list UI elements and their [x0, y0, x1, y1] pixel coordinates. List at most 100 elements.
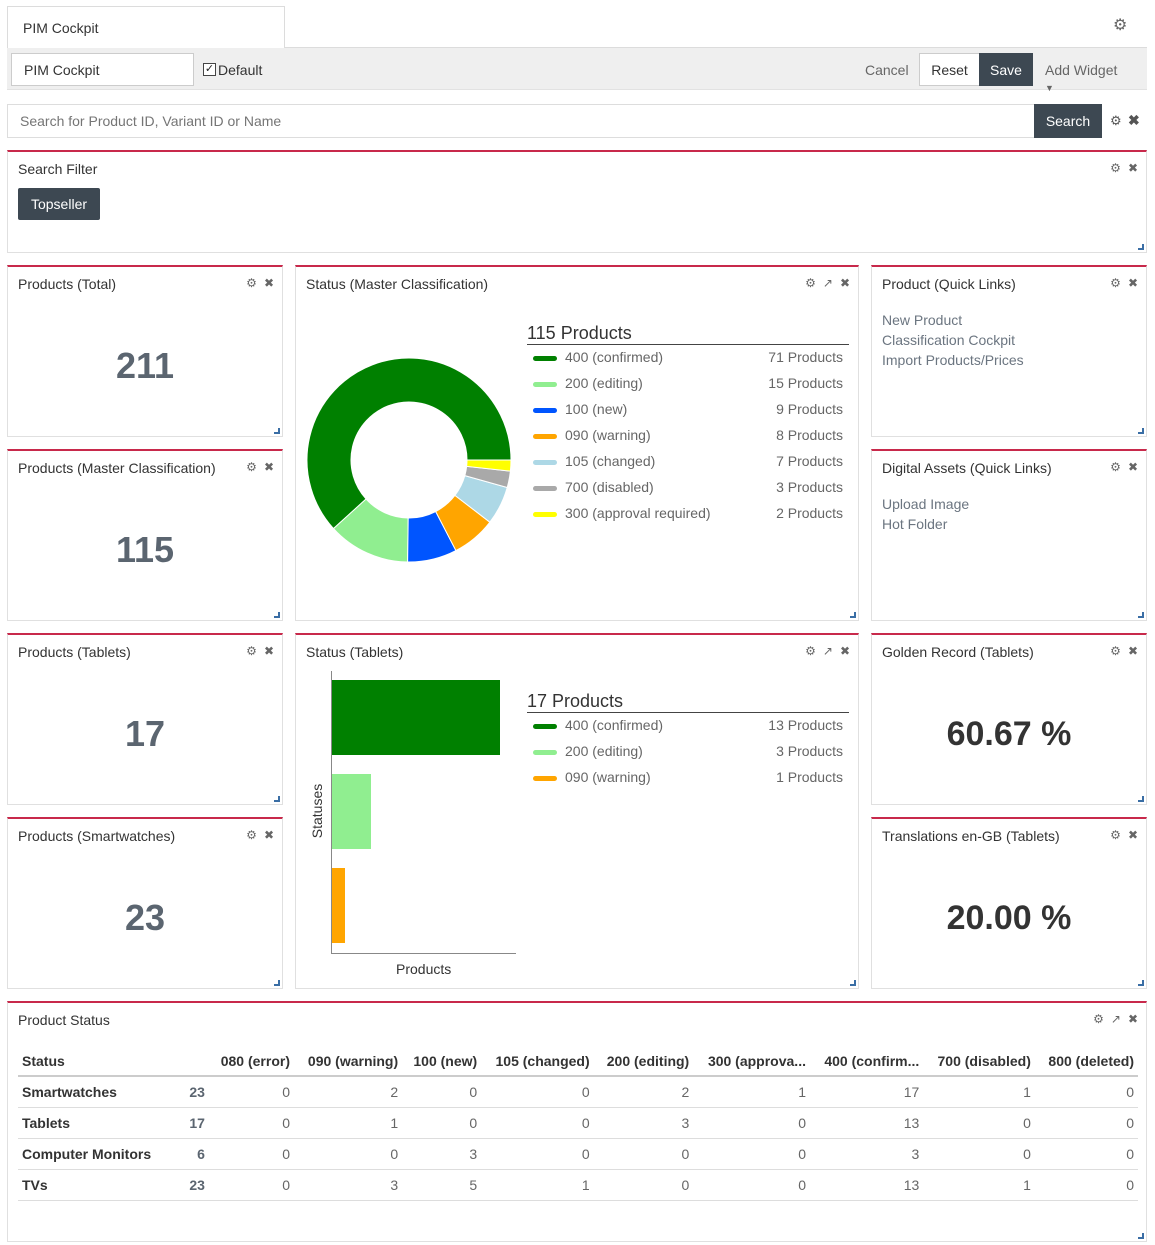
- column-header[interactable]: 200 (editing): [593, 1047, 694, 1077]
- resize-handle[interactable]: [274, 428, 280, 434]
- topseller-filter-button[interactable]: Topseller: [18, 188, 100, 220]
- hot-folder-link[interactable]: Hot Folder: [882, 516, 948, 532]
- resize-handle[interactable]: [274, 980, 280, 986]
- search-input[interactable]: [7, 104, 1036, 138]
- resize-handle[interactable]: [1138, 244, 1144, 250]
- search-button[interactable]: Search: [1034, 104, 1102, 138]
- tab-pim-cockpit[interactable]: PIM Cockpit: [7, 6, 285, 48]
- close-icon[interactable]: ✖: [839, 276, 850, 290]
- resize-handle[interactable]: [1138, 612, 1144, 618]
- resize-handle[interactable]: [274, 612, 280, 618]
- close-icon[interactable]: ✖: [263, 276, 274, 290]
- status-count-cell[interactable]: 0: [402, 1076, 482, 1108]
- column-header[interactable]: 105 (changed): [481, 1047, 594, 1077]
- legend-item[interactable]: 090 (warning) 8 Products: [533, 427, 843, 447]
- cancel-button[interactable]: Cancel: [865, 62, 909, 78]
- row-total-cell[interactable]: 17: [168, 1107, 209, 1139]
- close-icon[interactable]: ✖: [263, 460, 274, 474]
- column-header[interactable]: 300 (approva...: [693, 1047, 810, 1077]
- resize-handle[interactable]: [1138, 796, 1144, 802]
- status-count-cell[interactable]: 0: [923, 1107, 1035, 1139]
- status-count-cell[interactable]: 0: [294, 1138, 403, 1170]
- column-header[interactable]: 800 (deleted): [1034, 1047, 1138, 1077]
- status-count-cell[interactable]: 0: [402, 1107, 482, 1139]
- bar[interactable]: [332, 774, 371, 849]
- classification-cockpit-link[interactable]: Classification Cockpit: [882, 332, 1016, 348]
- row-total-cell[interactable]: 23: [168, 1076, 209, 1108]
- column-header[interactable]: 080 (error): [208, 1047, 294, 1077]
- status-count-cell[interactable]: 1: [693, 1076, 810, 1108]
- gear-icon[interactable]: ⚙: [1110, 644, 1121, 658]
- status-count-cell[interactable]: 13: [809, 1107, 924, 1139]
- status-count-cell[interactable]: 0: [923, 1138, 1035, 1170]
- gear-icon[interactable]: ⚙: [1110, 113, 1122, 128]
- status-count-cell[interactable]: 0: [1034, 1107, 1138, 1139]
- legend-item[interactable]: 700 (disabled) 3 Products: [533, 479, 843, 499]
- legend-item[interactable]: 105 (changed) 7 Products: [533, 453, 843, 473]
- status-count-cell[interactable]: 0: [693, 1169, 810, 1201]
- gear-icon[interactable]: ⚙: [805, 644, 816, 658]
- status-count-cell[interactable]: 3: [593, 1107, 694, 1139]
- donut-slice[interactable]: [466, 459, 512, 472]
- resize-handle[interactable]: [1138, 1233, 1144, 1239]
- close-icon[interactable]: ✖: [1127, 276, 1138, 290]
- gear-icon[interactable]: ⚙: [246, 460, 257, 474]
- resize-handle[interactable]: [274, 796, 280, 802]
- row-total-cell[interactable]: 6: [168, 1138, 209, 1170]
- column-header[interactable]: 090 (warning): [294, 1047, 403, 1077]
- external-link-icon[interactable]: ↗: [822, 276, 833, 290]
- dashboard-name-input[interactable]: [11, 53, 194, 86]
- new-product-link[interactable]: New Product: [882, 312, 963, 328]
- external-link-icon[interactable]: ↗: [1110, 1012, 1121, 1026]
- status-count-cell[interactable]: 0: [208, 1138, 294, 1170]
- close-icon[interactable]: ✖: [263, 644, 274, 658]
- resize-handle[interactable]: [1138, 428, 1144, 434]
- import-products-link[interactable]: Import Products/Prices: [882, 352, 1024, 368]
- status-count-cell[interactable]: 17: [809, 1076, 924, 1108]
- legend-item[interactable]: 200 (editing) 15 Products: [533, 375, 843, 395]
- column-header[interactable]: 100 (new): [402, 1047, 482, 1077]
- save-button[interactable]: Save: [979, 53, 1033, 86]
- column-header[interactable]: 700 (disabled): [923, 1047, 1035, 1077]
- legend-item[interactable]: 300 (approval required) 2 Products: [533, 505, 843, 525]
- status-count-cell[interactable]: 1: [923, 1169, 1035, 1201]
- close-icon[interactable]: ✖: [1127, 1012, 1138, 1026]
- close-icon[interactable]: ✖: [839, 644, 850, 658]
- resize-handle[interactable]: [850, 980, 856, 986]
- status-count-cell[interactable]: 0: [208, 1076, 294, 1108]
- status-count-cell[interactable]: 0: [693, 1138, 810, 1170]
- row-name[interactable]: Tablets: [18, 1107, 169, 1139]
- row-total-cell[interactable]: 23: [168, 1169, 209, 1201]
- status-count-cell[interactable]: 0: [1034, 1169, 1138, 1201]
- status-count-cell[interactable]: 0: [208, 1169, 294, 1201]
- status-count-cell[interactable]: 3: [402, 1138, 482, 1170]
- column-header[interactable]: Status: [18, 1047, 169, 1077]
- status-count-cell[interactable]: 0: [593, 1169, 694, 1201]
- status-count-cell[interactable]: 0: [1034, 1138, 1138, 1170]
- status-count-cell[interactable]: 2: [593, 1076, 694, 1108]
- close-icon[interactable]: ✖: [263, 828, 274, 842]
- status-count-cell[interactable]: 0: [593, 1138, 694, 1170]
- bar[interactable]: [332, 868, 345, 943]
- donut-slice[interactable]: [306, 357, 512, 530]
- status-count-cell[interactable]: 0: [481, 1107, 594, 1139]
- close-icon[interactable]: ✖: [1127, 460, 1138, 474]
- close-icon[interactable]: ✖: [1127, 644, 1138, 658]
- status-count-cell[interactable]: 1: [481, 1169, 594, 1201]
- gear-icon[interactable]: ⚙: [1110, 161, 1121, 175]
- status-count-cell[interactable]: 13: [809, 1169, 924, 1201]
- gear-icon[interactable]: ⚙: [246, 644, 257, 658]
- gear-icon[interactable]: ⚙: [1110, 828, 1121, 842]
- status-count-cell[interactable]: 0: [208, 1107, 294, 1139]
- resize-handle[interactable]: [1138, 980, 1144, 986]
- status-count-cell[interactable]: 0: [481, 1076, 594, 1108]
- default-checkbox[interactable]: ✓: [203, 63, 216, 76]
- gear-icon[interactable]: ⚙: [805, 276, 816, 290]
- gear-icon[interactable]: ⚙: [1093, 1012, 1104, 1026]
- status-count-cell[interactable]: 0: [481, 1138, 594, 1170]
- upload-image-link[interactable]: Upload Image: [882, 496, 970, 512]
- gear-icon[interactable]: ⚙: [1113, 17, 1128, 34]
- legend-item[interactable]: 100 (new) 9 Products: [533, 401, 843, 421]
- close-icon[interactable]: ✖: [1127, 161, 1138, 175]
- legend-item[interactable]: 200 (editing) 3 Products: [533, 743, 843, 763]
